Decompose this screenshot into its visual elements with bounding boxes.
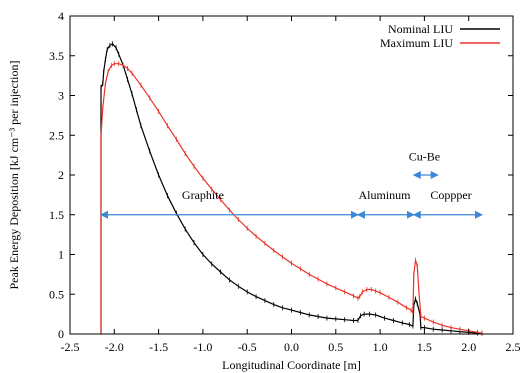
y-tick-label: 2.5 [49,128,64,142]
series-line [100,43,482,334]
annotation-layer: Graphite Aluminum Coppper Cu-Be [182,150,472,202]
region-annotation: Graphite [182,188,224,202]
y-tick-label: 0.5 [49,287,64,301]
legend-label: Nominal LIU [388,22,453,36]
region-annotation: Aluminum [359,188,412,202]
y-tick-label: 4 [58,9,64,23]
y-tick-label: 1 [58,248,64,262]
x-tick-label: 2.0 [461,340,476,354]
region-annotation: Cu-Be [409,150,440,164]
region-annotation: Coppper [430,188,471,202]
tick-layer: -2.5 -2.0 -1.5 -1.0 -0.5 0.0 0.5 1.0 1.5 2.0 2.5 0 0… [49,9,521,354]
plot-frame [69,15,514,335]
x-tick-label: -1.5 [149,340,168,354]
y-tick-label: 3.5 [49,49,64,63]
y-axis-label: Peak Energy Deposition [kJ cm⁻³ per inje… [7,61,21,290]
x-tick-label: -0.5 [238,340,257,354]
x-tick-label: 0.5 [328,340,343,354]
x-tick-label: 1.5 [417,340,432,354]
x-axis-label: Longitudinal Coordinate [m] [222,358,361,372]
series-layer [100,41,483,336]
x-tick-label: 2.5 [506,340,521,354]
y-tick-label: 3 [58,89,64,103]
x-tick-label: 0.0 [284,340,299,354]
y-tick-label: 1.5 [49,208,64,222]
x-tick-label: 1.0 [373,340,388,354]
x-tick-label: -1.0 [193,340,212,354]
arrow-layer [100,171,483,219]
x-tick-label: -2.0 [105,340,124,354]
y-tick-label: 2 [58,168,64,182]
series-line [100,63,483,334]
y-tick-label: 0 [58,327,64,341]
x-tick-label: -2.5 [61,340,80,354]
legend-label: Maximum LIU [380,36,453,50]
